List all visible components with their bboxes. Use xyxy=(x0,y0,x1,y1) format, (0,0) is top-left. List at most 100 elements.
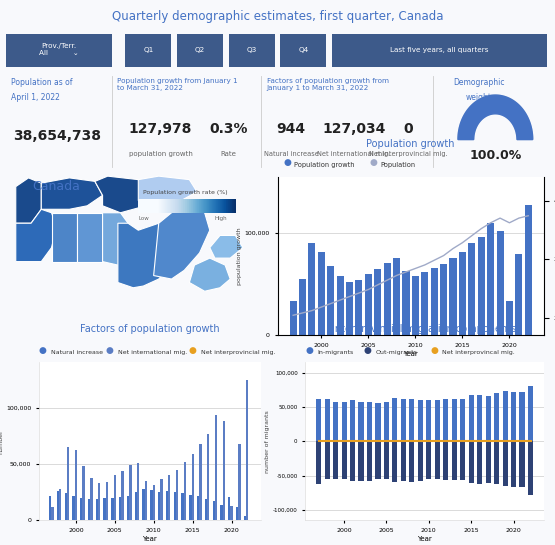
Polygon shape xyxy=(41,178,103,209)
Bar xyxy=(236,507,238,520)
Bar xyxy=(189,494,191,520)
Bar xyxy=(228,497,230,520)
Bar xyxy=(410,399,415,441)
X-axis label: Year: Year xyxy=(143,536,157,542)
Text: Net interprovincial mig.: Net interprovincial mig. xyxy=(201,350,275,355)
Bar xyxy=(418,400,423,441)
Bar xyxy=(316,399,321,441)
Text: Natural increase: Natural increase xyxy=(51,350,103,355)
Bar xyxy=(80,498,83,520)
Bar xyxy=(519,441,524,487)
Text: Low: Low xyxy=(138,216,149,221)
Bar xyxy=(290,300,297,335)
Bar xyxy=(421,272,428,335)
Text: Rate: Rate xyxy=(220,150,236,156)
Text: ●: ● xyxy=(283,158,291,167)
Bar xyxy=(359,402,364,441)
Bar xyxy=(168,475,170,520)
Bar xyxy=(435,400,440,441)
Bar xyxy=(497,231,503,335)
Bar xyxy=(95,499,98,520)
Polygon shape xyxy=(52,213,77,262)
Bar xyxy=(129,465,132,520)
Bar xyxy=(528,441,533,495)
FancyBboxPatch shape xyxy=(229,34,275,66)
Text: 0: 0 xyxy=(403,122,413,136)
Bar xyxy=(468,244,476,335)
Polygon shape xyxy=(16,209,57,262)
Bar xyxy=(103,498,106,520)
Text: Net international mig.: Net international mig. xyxy=(317,150,390,156)
Bar xyxy=(337,276,344,335)
Polygon shape xyxy=(103,213,133,265)
Polygon shape xyxy=(16,178,41,223)
Bar xyxy=(213,501,215,520)
Text: population growth: population growth xyxy=(129,150,193,156)
Bar xyxy=(426,400,431,441)
Bar xyxy=(410,441,415,482)
Bar xyxy=(435,441,440,479)
Text: Population as of: Population as of xyxy=(11,78,73,87)
Bar xyxy=(333,441,338,479)
Bar xyxy=(384,402,389,441)
Bar xyxy=(184,462,186,520)
Text: ●: ● xyxy=(364,346,371,355)
FancyBboxPatch shape xyxy=(125,34,171,66)
Text: ●: ● xyxy=(39,346,47,355)
Bar xyxy=(158,492,160,520)
Bar xyxy=(516,253,522,335)
Text: Factors of population growth from
January 1 to March 31, 2022: Factors of population growth from Januar… xyxy=(266,78,388,92)
Bar xyxy=(90,477,93,520)
Text: ●: ● xyxy=(105,346,113,355)
Bar xyxy=(57,491,59,520)
Bar xyxy=(106,482,108,520)
Bar xyxy=(375,403,381,441)
Bar xyxy=(431,268,438,335)
Polygon shape xyxy=(458,95,533,140)
Text: In-migrants: In-migrants xyxy=(317,350,354,355)
Bar xyxy=(72,495,75,520)
Bar xyxy=(83,467,85,520)
Bar xyxy=(459,252,466,335)
Bar xyxy=(176,470,178,520)
Text: Population: Population xyxy=(380,161,415,168)
Bar xyxy=(392,398,397,441)
Bar xyxy=(506,300,513,335)
Text: Prov./Terr.
All           ⌄: Prov./Terr. All ⌄ xyxy=(39,43,78,56)
Bar xyxy=(350,441,355,481)
Bar xyxy=(401,441,406,481)
Bar xyxy=(143,489,145,520)
Text: 38,654,738: 38,654,738 xyxy=(13,129,101,143)
Bar xyxy=(524,205,532,335)
Bar xyxy=(412,276,419,335)
Bar xyxy=(49,495,51,520)
Bar xyxy=(486,396,491,441)
Text: 127,978: 127,978 xyxy=(129,122,192,136)
Bar xyxy=(367,441,372,481)
Bar xyxy=(468,396,474,441)
Bar xyxy=(215,415,217,520)
Bar xyxy=(327,266,334,335)
Bar xyxy=(64,493,67,520)
Bar xyxy=(174,492,176,520)
Bar xyxy=(502,441,508,486)
Bar xyxy=(511,392,516,441)
Text: Net interprovincal mig.: Net interprovincal mig. xyxy=(442,350,515,355)
Text: Population growth from January 1
to March 31, 2022: Population growth from January 1 to Marc… xyxy=(117,78,238,92)
Bar xyxy=(477,441,482,484)
Text: Net international mig.: Net international mig. xyxy=(118,350,187,355)
Text: Q2: Q2 xyxy=(195,46,205,53)
Bar xyxy=(205,499,207,520)
Title: Factors of population growth: Factors of population growth xyxy=(80,324,220,334)
Text: ●: ● xyxy=(430,346,438,355)
Text: Population growth: Population growth xyxy=(294,161,355,168)
Bar xyxy=(443,399,448,441)
Bar xyxy=(299,279,306,335)
Bar xyxy=(341,441,347,479)
Bar xyxy=(199,444,201,520)
Polygon shape xyxy=(118,223,179,288)
Bar xyxy=(375,441,381,479)
Bar xyxy=(75,451,77,520)
Bar xyxy=(392,441,397,482)
Bar xyxy=(341,402,347,441)
